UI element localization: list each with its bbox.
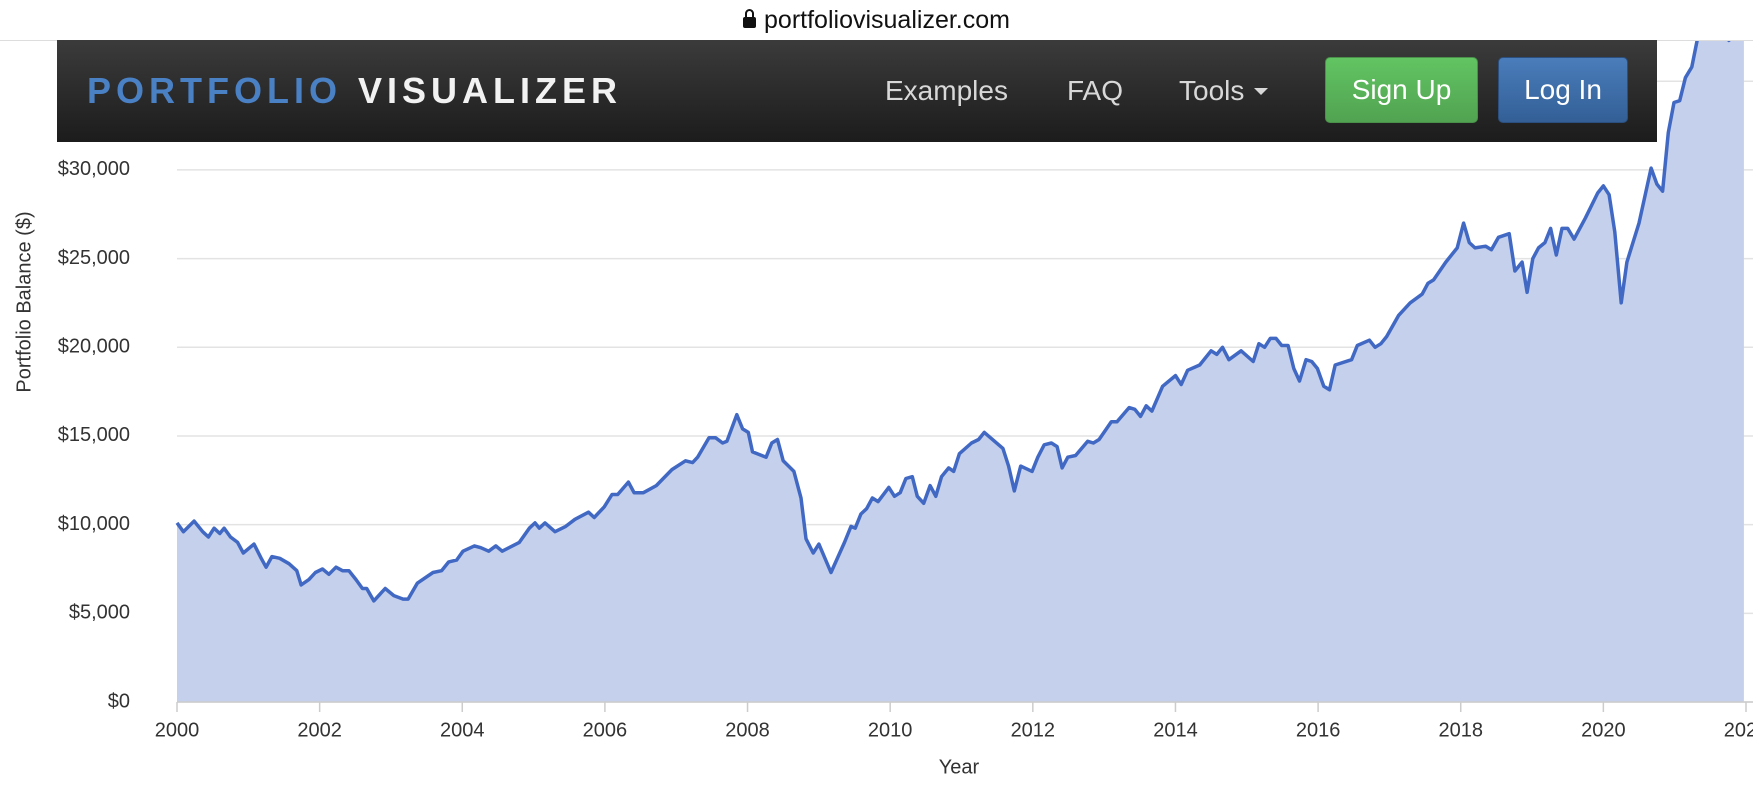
- y-tick-label: $15,000: [58, 424, 130, 446]
- nav-link[interactable]: FAQ: [1067, 75, 1124, 106]
- x-tick-label: 2002: [297, 719, 342, 741]
- x-tick-label: 2014: [1153, 719, 1198, 741]
- y-tick-label: $20,000: [58, 336, 130, 358]
- y-tick-label: $10,000: [58, 513, 130, 535]
- nav-link[interactable]: Examples: [885, 75, 1008, 106]
- x-tick-label: 2008: [725, 719, 770, 741]
- x-tick-label: 2004: [440, 719, 485, 741]
- x-tick-label: 2000: [155, 719, 200, 741]
- y-axis-title: Portfolio Balance ($): [13, 211, 35, 392]
- y-tick-label: $25,000: [58, 247, 130, 269]
- caret: [1254, 87, 1269, 95]
- url-bar[interactable]: portfoliovisualizer.com: [0, 0, 1753, 41]
- x-tick-label: 2006: [583, 719, 628, 741]
- sign-up-button[interactable]: Sign Up: [1325, 57, 1478, 123]
- y-tick-label: $5,000: [69, 602, 130, 624]
- logo-primary: PORTFOLIO: [87, 70, 342, 111]
- area: [177, 28, 1744, 702]
- url: portfoliovisualizer.com: [764, 5, 1010, 34]
- nav-dropdown[interactable]: Tools: [1179, 40, 1269, 142]
- x-tick-label: 2022: [1724, 719, 1753, 741]
- log-in-button[interactable]: Log In: [1498, 57, 1628, 123]
- logo[interactable]: PORTFOLIO VISUALIZER: [87, 40, 622, 142]
- lock-icon: [743, 8, 757, 28]
- y-tick-label: $30,000: [58, 158, 130, 180]
- x-tick-label: 2010: [868, 719, 913, 741]
- x-tick-label: 2016: [1296, 719, 1341, 741]
- x-tick-label: 2012: [1011, 719, 1056, 741]
- x-axis-title: Year: [939, 756, 980, 778]
- x-tick-label: 2020: [1581, 719, 1626, 741]
- logo-secondary: VISUALIZER: [358, 70, 623, 111]
- y-tick-label: $0: [108, 690, 130, 712]
- line: [175, 26, 1744, 603]
- x-tick-label: 2018: [1438, 719, 1483, 741]
- navbar: PORTFOLIO VISUALIZER Examples FAQ Tools S…: [57, 40, 1657, 142]
- nav-label: Tools: [1179, 75, 1245, 106]
